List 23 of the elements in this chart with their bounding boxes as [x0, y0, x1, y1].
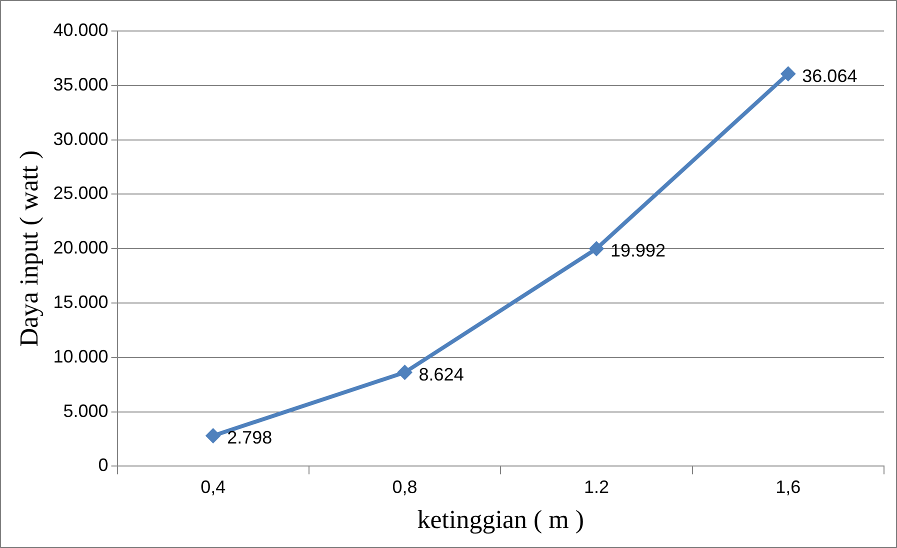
- y-tick-label: 35.000: [53, 74, 108, 94]
- y-tick-label: 0: [98, 455, 108, 476]
- y-tick-label: 40.000: [53, 20, 108, 40]
- x-tick-label: 1.2: [584, 476, 609, 497]
- y-tick-label: 5.000: [63, 400, 108, 421]
- point: [397, 364, 412, 380]
- y-tick-label: 15.000: [53, 292, 108, 312]
- x-axis-title: ketinggian ( m ): [417, 505, 584, 534]
- point: [588, 241, 604, 256]
- y-axis-title: Daya input ( watt ): [14, 150, 44, 347]
- y-tick-label: 30.000: [53, 128, 108, 149]
- data-label: 19.992: [610, 240, 666, 261]
- y-tick-label: 20.000: [53, 238, 108, 258]
- data-label: 8.624: [418, 364, 464, 384]
- data-label: 36.064: [802, 66, 858, 86]
- data-label: 2.798: [227, 428, 272, 448]
- y-tick-label: 10.000: [53, 346, 108, 366]
- x-tick-label: 1,6: [776, 476, 801, 497]
- x-tick-label: 0,8: [392, 476, 418, 497]
- x-tick-label: 0,4: [200, 476, 226, 497]
- point: [780, 66, 796, 82]
- y-tick-label: 25.000: [53, 183, 108, 204]
- point: [206, 428, 221, 444]
